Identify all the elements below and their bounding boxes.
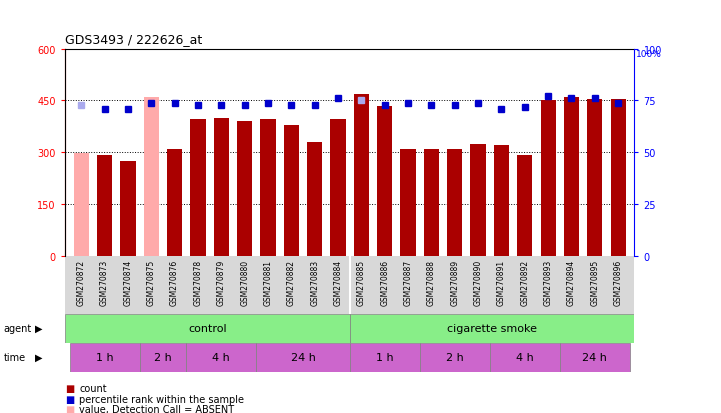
Text: GSM270887: GSM270887 [404,259,412,305]
Text: 1 h: 1 h [96,352,113,362]
Text: GSM270891: GSM270891 [497,259,506,305]
Bar [256,343,350,372]
Bar [564,98,579,256]
Text: cigarette smoke: cigarette smoke [447,323,537,333]
Text: count: count [79,383,107,393]
Bar [120,161,136,256]
Bar [517,156,532,256]
Bar [97,155,112,256]
Bar [424,150,439,256]
Text: GSM270875: GSM270875 [147,259,156,305]
Text: control: control [188,323,226,333]
Bar [260,120,275,256]
Text: percentile rank within the sample: percentile rank within the sample [79,394,244,404]
Bar [471,144,486,256]
Bar [377,106,392,256]
Text: GSM270880: GSM270880 [240,259,249,305]
Bar [284,125,299,256]
Text: GSM270894: GSM270894 [567,259,576,305]
Text: 4 h: 4 h [213,352,230,362]
Bar [420,343,490,372]
Text: 100%: 100% [636,50,662,59]
Text: GSM270895: GSM270895 [590,259,599,305]
Text: agent: agent [4,323,32,333]
Text: ▶: ▶ [35,352,42,362]
Text: 1 h: 1 h [376,352,394,362]
Text: time: time [4,352,26,362]
Bar [330,120,345,256]
Bar [494,146,509,256]
Bar [69,343,140,372]
Text: GSM270872: GSM270872 [76,259,86,305]
Bar [354,94,369,256]
Text: GSM270882: GSM270882 [287,259,296,305]
Bar [307,142,322,256]
Bar [587,100,602,256]
Text: ■: ■ [65,404,74,413]
Bar [65,314,350,343]
Text: GSM270896: GSM270896 [614,259,623,305]
Text: GSM270890: GSM270890 [474,259,482,305]
Text: ■: ■ [65,383,74,393]
Text: GSM270879: GSM270879 [217,259,226,305]
Text: GSM270874: GSM270874 [123,259,133,305]
Text: GSM270873: GSM270873 [100,259,109,305]
Bar [400,150,415,256]
Bar [140,343,186,372]
Bar [490,343,559,372]
Text: GSM270884: GSM270884 [334,259,342,305]
Text: 24 h: 24 h [291,352,315,362]
Text: 24 h: 24 h [583,352,607,362]
Bar [143,98,159,256]
Text: 2 h: 2 h [446,352,464,362]
Bar [237,122,252,256]
Text: GSM270889: GSM270889 [450,259,459,305]
Bar [559,343,630,372]
Text: value, Detection Call = ABSENT: value, Detection Call = ABSENT [79,404,234,413]
Text: 2 h: 2 h [154,352,172,362]
Text: GSM270886: GSM270886 [380,259,389,305]
Text: GSM270883: GSM270883 [310,259,319,305]
Text: GSM270888: GSM270888 [427,259,436,305]
Bar [190,120,205,256]
Text: GSM270878: GSM270878 [193,259,203,305]
Bar [74,154,89,256]
Bar [611,100,626,256]
Bar [541,101,556,256]
Bar [213,119,229,256]
Text: ■: ■ [65,394,74,404]
Text: GSM270881: GSM270881 [263,259,273,305]
Bar [350,314,634,343]
Bar [186,343,256,372]
Text: ▶: ▶ [35,323,42,333]
Text: GSM270892: GSM270892 [521,259,529,305]
Bar [167,150,182,256]
Bar [350,343,420,372]
Text: GSM270893: GSM270893 [544,259,552,305]
Text: GSM270876: GSM270876 [170,259,179,305]
Text: GSM270885: GSM270885 [357,259,366,305]
Text: 4 h: 4 h [516,352,534,362]
Text: GDS3493 / 222626_at: GDS3493 / 222626_at [65,33,202,45]
Bar [447,150,462,256]
